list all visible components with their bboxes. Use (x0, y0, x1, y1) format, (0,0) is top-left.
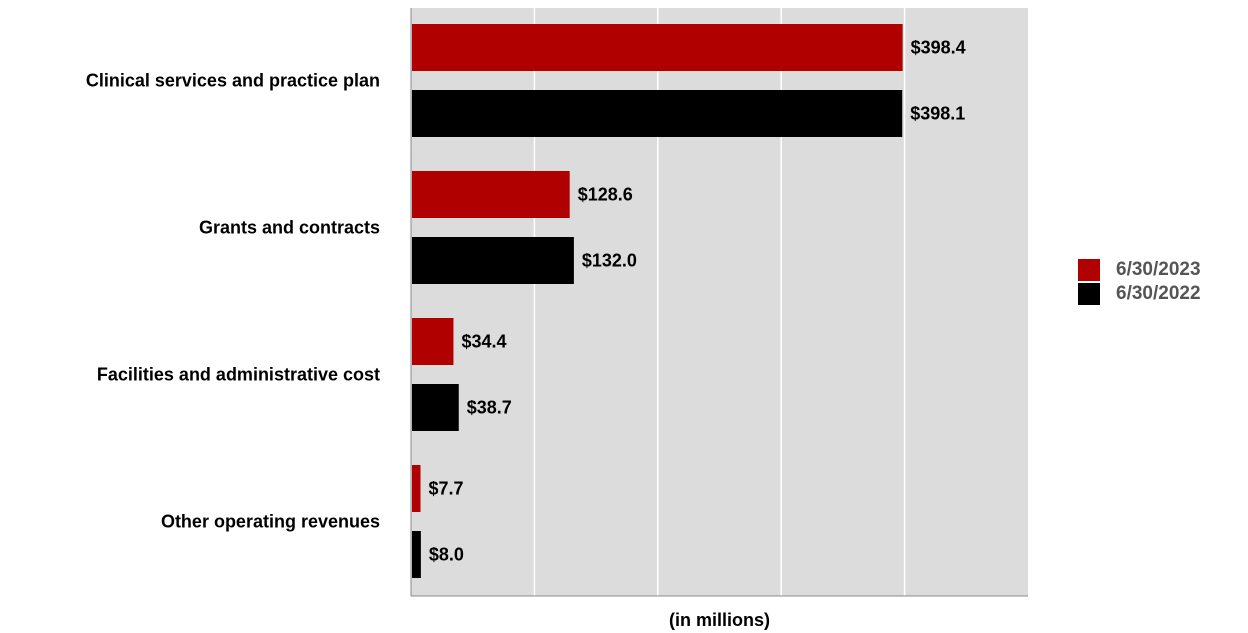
category-label: Clinical services and practice plan (86, 71, 380, 91)
legend: 6/30/2023 6/30/2022 (1078, 258, 1201, 306)
bar-2022 (412, 237, 574, 284)
data-label: $398.1 (910, 104, 965, 124)
category-label: Other operating revenues (161, 512, 380, 532)
bar-2023 (412, 24, 903, 71)
bar-2023 (412, 318, 454, 365)
bars: $398.4 $398.1 $128.6 $132.0 $34.4 $38.7 $7.7 $8… (412, 24, 966, 578)
x-axis-title: (in millions) (669, 610, 770, 630)
category-label: Facilities and administrative cost (97, 365, 380, 385)
legend-label-2023: 6/30/2023 (1116, 259, 1201, 280)
data-label: $8.0 (429, 545, 464, 565)
data-label: $34.4 (461, 332, 506, 352)
legend-item-2023: 6/30/2023 (1078, 258, 1201, 282)
data-label: $132.0 (582, 251, 637, 271)
bar-2023 (412, 465, 421, 512)
data-label: $38.7 (467, 398, 512, 418)
legend-label-2022: 6/30/2022 (1116, 283, 1201, 304)
data-label: $128.6 (578, 185, 633, 205)
bar-2022 (412, 90, 903, 137)
category-labels: Clinical services and practice plan Grant… (86, 71, 380, 532)
bar-2023 (412, 171, 570, 218)
legend-swatch-2022 (1078, 283, 1100, 305)
category-label: Grants and contracts (199, 218, 380, 238)
bar-2022 (412, 384, 459, 431)
bar-2022 (412, 531, 421, 578)
data-label: $398.4 (911, 38, 966, 58)
legend-swatch-2023 (1078, 259, 1100, 281)
data-label: $7.7 (429, 479, 464, 499)
legend-item-2022: 6/30/2022 (1078, 282, 1201, 306)
